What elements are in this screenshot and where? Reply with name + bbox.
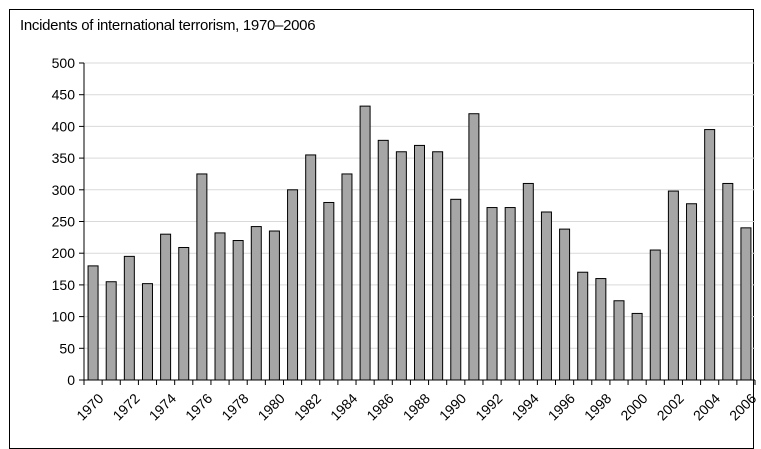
bar-1974 [160,233,172,381]
y-tick-label: 200 [52,245,76,261]
bar-1987 [395,151,407,381]
bar-1971 [105,281,117,381]
y-tick-label: 500 [52,55,76,71]
y-tick-label: 350 [52,150,76,166]
bar-1980 [268,230,280,381]
y-tick-label: 250 [52,214,76,230]
bar-1976 [196,173,208,381]
bar-2001 [649,249,661,381]
bar-1997 [577,271,589,381]
bar-1972 [123,255,135,381]
bar-1982 [305,154,317,381]
x-tick-label: 1976 [182,390,215,423]
bar-1984 [341,173,353,381]
bar-1993 [504,207,516,381]
bar-1986 [377,139,389,381]
bar-2003 [686,203,698,381]
x-tick-label: 2002 [654,390,687,423]
x-tick-label: 1974 [146,390,179,423]
x-tick-label: 1994 [508,390,541,423]
bar-1995 [540,211,552,381]
bar-1996 [559,228,571,381]
bar-2004 [704,129,716,381]
bar-1973 [141,283,153,381]
x-tick-label: 1986 [363,390,396,423]
x-tick-label: 1970 [73,390,106,423]
chart-title: Incidents of international terrorism, 19… [20,17,316,34]
bar-1981 [287,189,299,381]
bar-2002 [667,190,679,381]
bar-1992 [486,207,498,381]
x-tick-label: 1980 [255,390,288,423]
bar-1978 [232,240,244,381]
x-tick-label: 2000 [617,390,650,423]
y-tick-label: 0 [67,372,75,388]
x-tick-label: 1978 [218,390,251,423]
x-tick-label: 1972 [109,390,142,423]
bar-1999 [613,300,625,381]
y-tick-label: 100 [52,309,76,325]
y-tick-label: 150 [52,277,76,293]
y-tick-label: 400 [52,118,76,134]
x-tick-label: 1996 [545,390,578,423]
bar-1970 [87,265,99,381]
y-tick-label: 50 [59,340,75,356]
bar-1991 [468,113,480,381]
bar-1977 [214,232,226,381]
y-tick-label: 300 [52,182,76,198]
x-tick-label: 1990 [436,390,469,423]
x-tick-label: 1988 [400,390,433,423]
bar-1998 [595,278,607,381]
x-tick-label: 1992 [472,390,505,423]
x-tick-label: 2004 [690,390,723,423]
bar-1988 [414,144,425,381]
bar-2005 [722,182,734,381]
x-tick-label: 1998 [581,390,614,423]
bar-1994 [522,182,534,381]
bar-2006 [740,227,752,381]
bar-1990 [450,198,462,381]
bar-1975 [178,246,190,381]
bar-1985 [359,105,371,381]
x-tick-label: 1984 [327,390,360,423]
bar-2000 [631,312,643,381]
bar-1983 [323,201,335,381]
x-tick-label: 1982 [291,390,324,423]
bar-1979 [250,226,262,381]
x-tick-label: 2006 [726,390,759,423]
bar-1989 [432,151,444,381]
y-tick-label: 450 [52,87,76,103]
